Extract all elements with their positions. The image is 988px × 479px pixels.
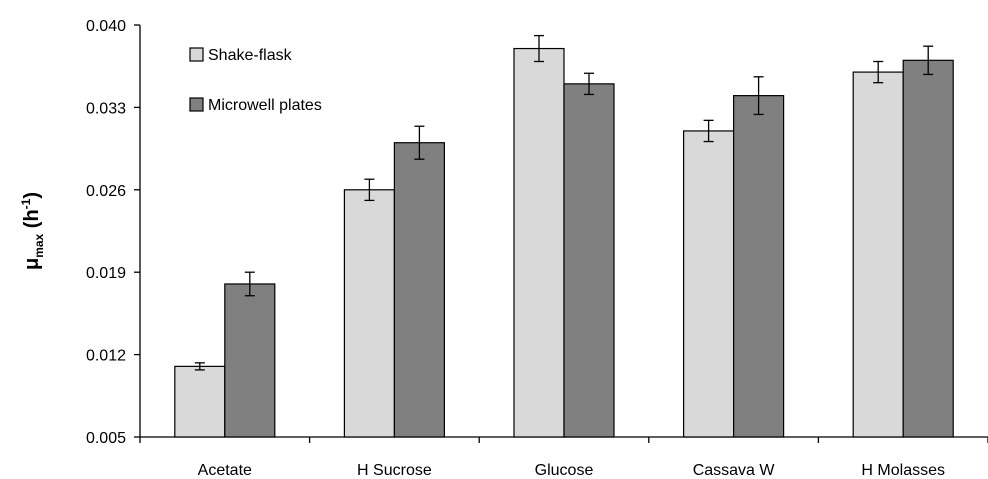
legend-swatch xyxy=(189,97,204,112)
x-tick-label: Acetate xyxy=(198,462,252,479)
x-tick-label: Cassava W xyxy=(693,462,776,479)
x-tick-label: H Molasses xyxy=(861,462,945,479)
error-bars xyxy=(194,34,934,371)
y-tick-label: 0.005 xyxy=(86,430,126,447)
legend-label: Shake-flask xyxy=(208,47,293,64)
x-tick-label: H Sucrose xyxy=(357,462,432,479)
bar xyxy=(393,142,445,438)
bars xyxy=(174,47,954,438)
y-tick-label: 0.033 xyxy=(86,100,126,117)
bar xyxy=(174,365,226,438)
bar xyxy=(682,130,735,438)
y-tick-label: 0.040 xyxy=(86,18,126,35)
bar xyxy=(513,47,565,438)
y-ticks: 0.005 0.012 0.019 0.026 0.033 0.040 xyxy=(86,18,140,447)
y-axis-label-unit-open: (h xyxy=(21,209,43,233)
y-axis-label-sub: max xyxy=(32,233,46,257)
legend-swatch xyxy=(189,47,204,62)
y-tick-label: 0.012 xyxy=(86,348,126,365)
legend: Shake-flask Microwell plates xyxy=(189,47,322,114)
y-axis-label: μmax (h-1) xyxy=(19,192,46,270)
bar xyxy=(902,59,954,438)
y-axis-label-main: μ xyxy=(21,258,43,270)
bar xyxy=(343,189,395,438)
legend-label: Microwell plates xyxy=(208,97,322,114)
y-axis-label-sup: -1 xyxy=(19,198,33,209)
bar xyxy=(563,83,615,438)
x-tick-label: Glucose xyxy=(535,462,594,479)
bar xyxy=(224,283,276,438)
bar xyxy=(732,95,785,438)
y-tick-label: 0.019 xyxy=(86,265,126,282)
y-axis-label-unit-close: ) xyxy=(21,192,43,199)
bar xyxy=(852,71,904,438)
y-tick-label: 0.026 xyxy=(86,183,126,200)
x-ticks: Acetate H Sucrose Glucose Cassava W H Molass… xyxy=(139,437,988,479)
